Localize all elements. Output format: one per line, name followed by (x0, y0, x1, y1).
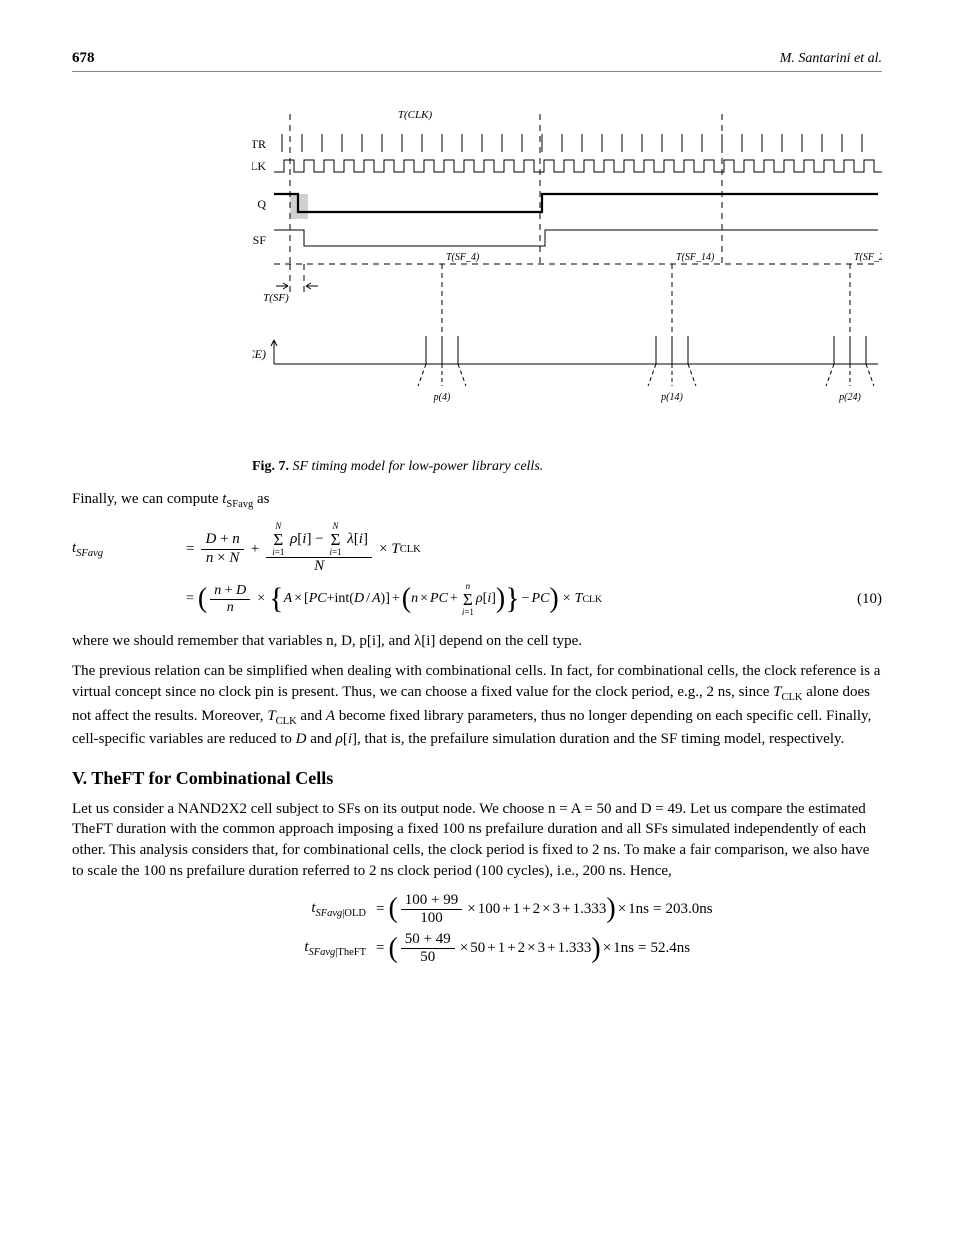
svg-text:p(14): p(14) (660, 392, 683, 403)
eq-rhs-line2: = ( n + D n × { A × [PC + int(D/A)] + (n… (182, 582, 602, 617)
svg-text:p(4): p(4) (433, 392, 451, 403)
figure-caption-bold: Fig. 7. (252, 459, 289, 474)
svg-text:p(24): p(24) (838, 392, 861, 403)
eq-lhs: tSFavg (72, 540, 182, 559)
svg-text:Q: Q (257, 197, 266, 211)
svg-text:QSF: QSF (252, 233, 266, 247)
equation-sfavg-compare: tSFavg|OLD = ( 100 + 99100 × 100 + 1 + 2… (112, 892, 882, 967)
para-simplify: The previous relation can be simplified … (72, 661, 882, 749)
eq2-lhs2: tSFavg|TheFT (112, 939, 372, 958)
svg-text:CLK: CLK (252, 159, 266, 173)
page-header: 678 M. Santarini et al. (72, 50, 882, 72)
para-nand-example: Let us consider a NAND2X2 cell subject t… (72, 799, 882, 882)
page-running-title: M. Santarini et al. (780, 51, 882, 67)
svg-text:T(SF_4): T(SF_4) (446, 252, 480, 263)
svg-text:p(SPICE): p(SPICE) (252, 347, 266, 361)
svg-text:T(SF_24): T(SF_24) (854, 252, 882, 263)
timing-diagram-svg: LTR CLK Q QSF p(SPICE) T(SF) T(CLK) T(SF_4) T(SF… (252, 94, 882, 444)
figure-caption-text: SF timing model for low-power library ce… (292, 459, 543, 474)
sub: SFavg (226, 499, 253, 510)
eq2-rhs2: = ( 50 + 4950 × 50 + 1 + 2 × 3 + 1.333 )… (372, 931, 690, 967)
svg-text:T(SF): T(SF) (263, 292, 289, 304)
eq2-lhs1: tSFavg|OLD (112, 900, 372, 919)
para-intro: Finally, we can compute tSFavg as (72, 489, 882, 512)
svg-text:LTR: LTR (252, 137, 266, 151)
section-heading: V. TheFT for Combinational Cells (72, 768, 882, 789)
page-number: 678 (72, 50, 95, 67)
svg-text:T(SF_14): T(SF_14) (676, 252, 715, 263)
eq2-rhs1: = ( 100 + 99100 × 100 + 1 + 2 × 3 + 1.33… (372, 892, 713, 928)
eq-number: (10) (857, 591, 882, 608)
equation-10: tSFavg = D + n n × N + NΣi=1 ρ[i] − NΣi=… (72, 522, 882, 616)
eq-rhs-line1: = D + n n × N + NΣi=1 ρ[i] − NΣi=1 λ[i] … (182, 522, 421, 575)
para-where: where we should remember that variables … (72, 631, 882, 652)
svg-text:T(CLK): T(CLK) (398, 109, 433, 121)
figure-7: LTR CLK Q QSF p(SPICE) T(SF) T(CLK) T(SF_4) T(SF… (252, 94, 882, 449)
figure-caption: Fig. 7. SF timing model for low-power li… (252, 459, 882, 475)
